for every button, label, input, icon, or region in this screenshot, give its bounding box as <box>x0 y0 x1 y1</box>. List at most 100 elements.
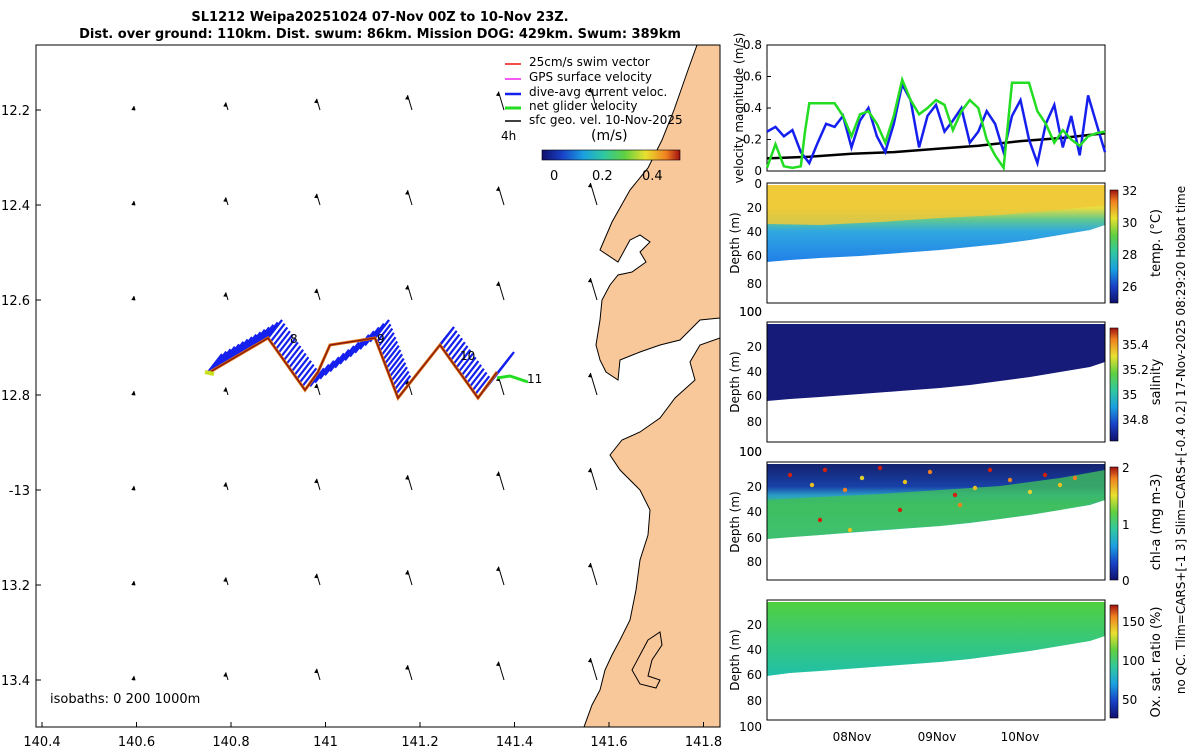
dive-avg-current-vector <box>439 326 455 346</box>
legend-label: net glider velocity <box>529 99 637 113</box>
depth-tick: 0 <box>754 177 762 191</box>
dive-avg-current-vector <box>288 349 305 369</box>
dive-avg-current-vector <box>301 367 318 387</box>
temperature-colorbar-label: temp. (°C) <box>1149 209 1164 277</box>
depth-tick: 80 <box>747 694 762 708</box>
map-y-tick: 12.4 <box>1 199 30 214</box>
scale-label: 4h <box>501 129 516 143</box>
colorbar-tick: 50 <box>1122 693 1137 707</box>
geo-velocity-arrowhead <box>223 387 228 392</box>
chlorophyll-outlier-dot <box>787 472 793 478</box>
geo-velocity-arrowhead <box>587 183 592 188</box>
dive-avg-current-vector <box>245 331 262 351</box>
map-frame <box>35 44 721 728</box>
dive-avg-current-vector <box>275 330 291 350</box>
depth-tick: 60 <box>747 249 762 263</box>
chlorophyll-outlier-dot <box>952 492 958 498</box>
chlorophyll-outlier-dot <box>822 467 828 473</box>
dive-avg-current-vector <box>380 336 397 356</box>
dive-avg-current-vector <box>293 356 310 376</box>
map-x-tick: 141.2 <box>401 735 438 750</box>
chlorophyll-outlier-dot <box>927 469 933 475</box>
velocity-y-tick: 0.8 <box>743 38 762 52</box>
map-x-tick: 141.8 <box>685 735 722 750</box>
colorbar-tick: 0 <box>550 169 558 184</box>
depth-tick: 40 <box>747 505 762 519</box>
dive-avg-current-vector <box>375 323 392 343</box>
geo-velocity-arrowhead <box>314 288 319 294</box>
map-x-tick: 140.6 <box>118 735 155 750</box>
velocity-series-line <box>766 80 1107 168</box>
legend-entry: dive-avg current veloc. <box>505 85 667 99</box>
time-tick: 10Nov <box>1001 730 1040 744</box>
depth-tick: 20 <box>747 480 762 494</box>
depth-tick: 20 <box>747 201 762 215</box>
chlorophyll-colorbar <box>1109 466 1119 581</box>
geo-velocity-arrowhead <box>131 296 136 301</box>
geo-velocity-arrowhead <box>495 661 500 667</box>
geo-velocity-arrowhead <box>223 292 228 297</box>
geo-velocity-arrowhead <box>314 193 319 199</box>
depth-ylabel: Depth (m) <box>728 212 742 273</box>
map-y-tick: 13.4 <box>1 674 30 689</box>
depth-tick: 40 <box>747 225 762 239</box>
dive-avg-current-vector <box>290 352 307 373</box>
depth-tick: 40 <box>747 365 762 379</box>
geo-velocity-arrowhead <box>223 482 228 487</box>
map-x-tick: 140.4 <box>23 735 60 750</box>
colorbar-tick: 0.4 <box>642 169 663 184</box>
dive-avg-current-vector <box>388 357 405 378</box>
depth-ylabel: Depth (m) <box>728 351 742 412</box>
geo-velocity-arrowhead <box>587 563 592 568</box>
geo-velocity-arrowhead <box>223 102 228 107</box>
depth-ticks: 100 20 40 60 80 <box>739 445 762 569</box>
temperature-panel: 32 30 28 26 temp. (°C) Depth (m) 0 20 40… <box>728 177 1164 319</box>
chlorophyll-outlier-dot <box>1042 472 1048 478</box>
colorbar-tick: 34.8 <box>1122 413 1149 427</box>
chlorophyll-outlier-dot <box>1057 482 1063 488</box>
dive-avg-current-vector <box>458 352 474 373</box>
dive-avg-current-vector <box>298 363 315 384</box>
chlorophyll-outlier-dot <box>1007 477 1013 483</box>
dive-avg-current-vector <box>254 326 271 346</box>
isobaths-label: isobaths: 0 200 1000m <box>50 692 200 707</box>
depth-tick: 100 <box>739 445 762 459</box>
geo-velocity-arrowhead <box>131 391 136 396</box>
colorbar-tick: 1 <box>1122 518 1130 532</box>
dive-avg-current-vector <box>344 341 360 361</box>
dive-avg-current-vector <box>314 363 330 384</box>
chlorophyll-outlier-dot <box>842 487 848 493</box>
velocity-series-line <box>765 75 1106 172</box>
dive-avg-current-vector <box>374 319 390 339</box>
depth-tick: 60 <box>747 668 762 682</box>
depth-ticks: 0 20 40 60 80 100 <box>739 177 762 319</box>
oxygen-colorbar-label: Ox. sat. ratio (%) <box>1149 607 1164 718</box>
chlorophyll-outlier-dot <box>1027 489 1033 495</box>
dive-avg-current-vector <box>382 340 399 361</box>
dive-avg-current-vector <box>324 356 340 376</box>
dive-avg-current-vector <box>385 349 402 369</box>
depth-tick: 20 <box>747 340 762 354</box>
depth-tick: 80 <box>747 415 762 429</box>
chlorophyll-outlier-dot <box>1072 475 1078 481</box>
colorbar-tick: 32 <box>1122 184 1137 198</box>
chlorophyll-outlier-dot <box>847 527 853 533</box>
dive-avg-current-vector <box>499 351 515 371</box>
dive-avg-current-vector <box>280 337 297 358</box>
geo-velocity-arrowhead <box>131 581 136 586</box>
dive-avg-current-vector <box>296 360 312 380</box>
colorbar-tick: 28 <box>1122 248 1137 262</box>
map-x-tick: 141.6 <box>590 735 627 750</box>
chlorophyll-outliers <box>787 465 1078 533</box>
processing-info-label: no QC. Tlim=CARS+[-1 3] Slim=CARS+[-0.4 … <box>1174 186 1188 694</box>
velocity-ylabel: velocity magnitude (m/s) <box>732 33 746 184</box>
geo-velocity-arrowhead <box>223 577 228 582</box>
dive-avg-current-vector <box>455 349 472 369</box>
track-label: 11 <box>527 372 542 386</box>
geo-velocity-arrowhead <box>495 566 500 572</box>
colorbar-tick: 35.2 <box>1122 363 1149 377</box>
dive-avg-current-vector <box>447 337 464 358</box>
chlorophyll-outlier-dot <box>859 475 865 481</box>
dive-avg-current-vector <box>395 375 412 395</box>
dive-avg-current-vector <box>463 360 480 380</box>
